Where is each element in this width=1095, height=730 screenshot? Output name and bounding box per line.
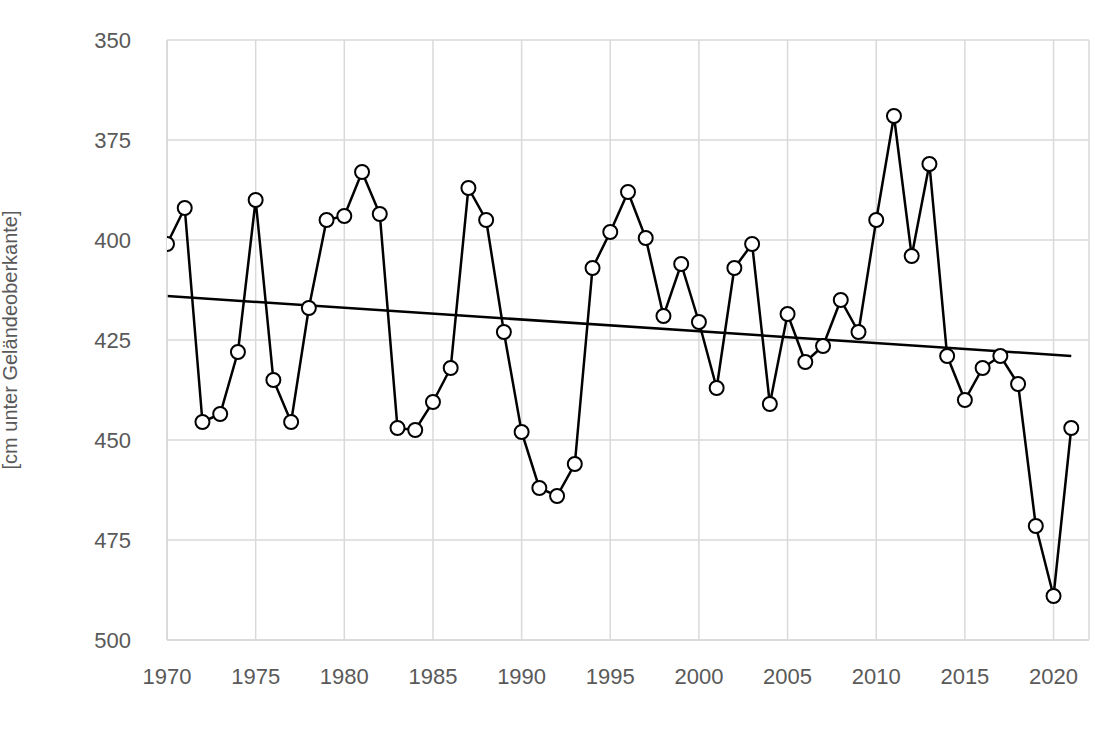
svg-text:1980: 1980 — [320, 664, 369, 689]
svg-text:350: 350 — [94, 28, 131, 53]
svg-text:2020: 2020 — [1029, 664, 1078, 689]
svg-text:2010: 2010 — [852, 664, 901, 689]
svg-text:2005: 2005 — [763, 664, 812, 689]
svg-text:400: 400 — [94, 228, 131, 253]
svg-text:450: 450 — [94, 428, 131, 453]
svg-text:500: 500 — [94, 628, 131, 653]
svg-text:[cm unter Geländeoberkante]: [cm unter Geländeoberkante] — [8, 210, 21, 469]
svg-text:1970: 1970 — [143, 664, 192, 689]
svg-text:1995: 1995 — [586, 664, 635, 689]
svg-text:425: 425 — [94, 328, 131, 353]
svg-text:1990: 1990 — [497, 664, 546, 689]
svg-text:1975: 1975 — [231, 664, 280, 689]
svg-text:375: 375 — [94, 128, 131, 153]
svg-text:1985: 1985 — [408, 664, 457, 689]
svg-text:2000: 2000 — [674, 664, 723, 689]
svg-text:475: 475 — [94, 528, 131, 553]
svg-text:2015: 2015 — [940, 664, 989, 689]
